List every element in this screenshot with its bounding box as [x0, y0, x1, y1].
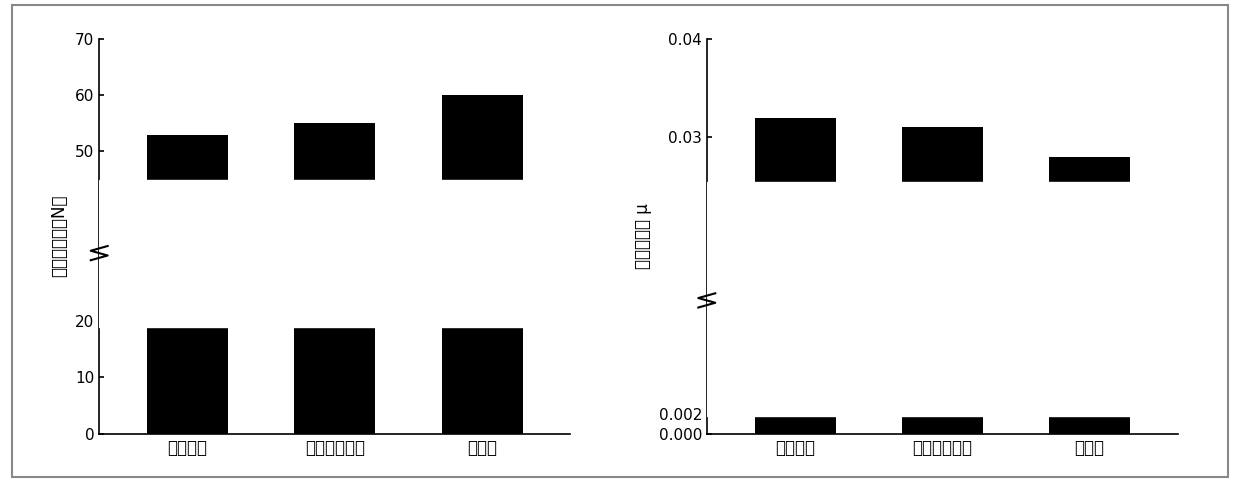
Y-axis label: 摩擦系数， μ: 摩擦系数， μ	[634, 203, 651, 269]
Bar	[441, 95, 522, 434]
Bar	[755, 118, 836, 434]
Bar	[901, 128, 983, 434]
Bar	[294, 123, 376, 434]
Bar	[99, 180, 541, 326]
Bar	[148, 134, 228, 434]
Bar	[1049, 157, 1130, 434]
Y-axis label: 承载力，埼（N）: 承载力，埼（N）	[50, 195, 68, 278]
Bar	[707, 182, 1148, 416]
